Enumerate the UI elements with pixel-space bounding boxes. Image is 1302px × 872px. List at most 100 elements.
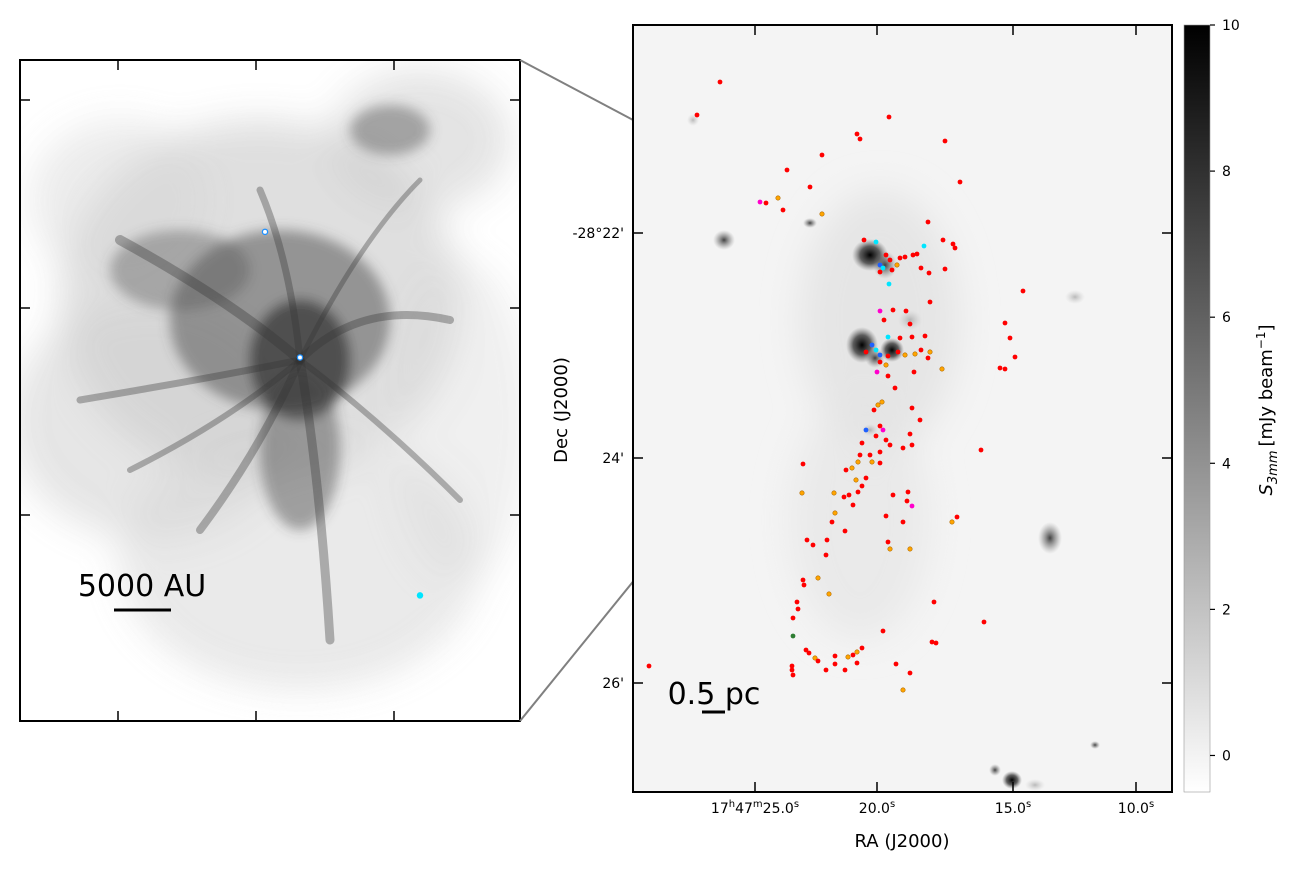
source-marker-red — [905, 489, 911, 495]
inset-panel: 5000 AU — [19, 59, 521, 722]
source-marker-red — [907, 321, 913, 327]
source-marker-red — [790, 615, 796, 621]
source-marker-red — [859, 645, 865, 651]
source-marker-orange — [907, 546, 913, 552]
source-marker-red — [1012, 354, 1018, 360]
source-marker-red — [854, 131, 860, 137]
inset-sources — [261, 228, 424, 599]
source-marker-red — [877, 423, 883, 429]
main-map-panel: 17h47m25.0s 20.0s 15.0s 10.0s -28°22' 24… — [551, 24, 1173, 852]
source-marker-orange — [887, 546, 893, 552]
x-tick-label-3: 10.0s — [1118, 799, 1154, 817]
colorbar-tick-label: 4 — [1222, 456, 1231, 472]
source-marker-orange — [819, 211, 825, 217]
source-marker-red — [694, 112, 700, 118]
source-marker-red — [832, 653, 838, 659]
source-marker-red — [877, 460, 883, 466]
source-marker-red — [854, 660, 860, 666]
source-marker-cyan — [921, 243, 927, 249]
source-marker-orange — [900, 687, 906, 693]
source-marker-red — [843, 467, 849, 473]
source-marker-red — [885, 353, 891, 359]
source-marker-red — [895, 349, 901, 355]
source-marker-orange — [879, 399, 885, 405]
source-marker-red — [929, 639, 935, 645]
source-marker-orange — [855, 459, 861, 465]
source-marker-red — [889, 267, 895, 273]
source-marker-red — [909, 405, 915, 411]
source-marker-orange — [875, 402, 881, 408]
source-marker-red — [1007, 335, 1013, 341]
y-tick-label-2: 26' — [602, 676, 624, 692]
source-marker-orange — [853, 477, 859, 483]
source-marker-red — [981, 619, 987, 625]
source-marker-red — [867, 452, 873, 458]
source-marker-red — [897, 255, 903, 261]
source-marker-red — [794, 599, 800, 605]
inset-scalebar-label: 5000 AU — [78, 569, 206, 604]
source-marker-red — [883, 437, 889, 443]
colorbar-tick-label: 10 — [1222, 18, 1240, 34]
colorbar-ticks: 10 8 6 4 2 0 — [1210, 18, 1240, 764]
source-marker-blue — [869, 342, 875, 348]
source-marker-red — [806, 650, 812, 656]
source-marker-red — [850, 652, 856, 658]
source-marker-red — [885, 539, 891, 545]
source-marker-magenta — [880, 427, 886, 433]
y-tick-label-1: 24' — [602, 451, 624, 467]
source-marker-red — [883, 252, 889, 258]
source-marker-red — [815, 658, 821, 664]
source-marker-red — [904, 498, 910, 504]
source-marker-red — [871, 407, 877, 413]
source-marker-red — [897, 335, 903, 341]
source-marker-red — [918, 265, 924, 271]
source-marker-red — [942, 138, 948, 144]
source-marker-cyan — [880, 265, 886, 271]
inset-source-marker — [261, 228, 269, 236]
source-marker-orange — [902, 352, 908, 358]
source-marker-red — [877, 359, 883, 365]
source-marker-red — [892, 385, 898, 391]
source-marker-orange — [775, 195, 781, 201]
source-marker-red — [918, 347, 924, 353]
source-marker-cyan — [873, 347, 879, 353]
source-marker-red — [789, 663, 795, 669]
source-marker-red — [800, 577, 806, 583]
source-marker-orange — [949, 519, 955, 525]
source-marker-red — [940, 237, 946, 243]
source-marker-red — [902, 254, 908, 260]
source-marker-red — [933, 640, 939, 646]
colorbar-tick-label: 2 — [1222, 602, 1231, 618]
emission-blob-west — [713, 230, 735, 250]
source-marker-red — [861, 237, 867, 243]
colorbar-tick-label: 8 — [1222, 164, 1231, 180]
source-marker-red — [890, 492, 896, 498]
source-marker-red — [790, 672, 796, 678]
source-marker-red — [859, 483, 865, 489]
source-marker-cyan — [886, 281, 892, 287]
main-map-sources — [646, 79, 1026, 693]
source-marker-red — [886, 114, 892, 120]
source-marker-cyan — [873, 239, 879, 245]
source-marker-red — [954, 514, 960, 520]
x-tick-label-1: 20.0s — [859, 799, 895, 817]
source-marker-red — [881, 317, 887, 323]
y-axis-title: Dec (J2000) — [551, 357, 572, 463]
source-marker-red — [784, 167, 790, 173]
source-marker-red — [900, 445, 906, 451]
source-marker-red — [780, 207, 786, 213]
source-marker-orange — [939, 366, 945, 372]
source-marker-orange — [849, 465, 855, 471]
source-marker-red — [890, 307, 896, 313]
source-marker-red — [850, 502, 856, 508]
source-marker-orange — [845, 654, 851, 660]
source-marker-red — [903, 308, 909, 314]
inset-source-marker — [296, 354, 304, 361]
source-marker-red — [873, 433, 879, 439]
source-marker-red — [846, 492, 852, 498]
x-tick-label-2: 15.0s — [995, 799, 1031, 817]
source-marker-red — [789, 667, 795, 673]
source-marker-red — [926, 270, 932, 276]
source-marker-magenta — [874, 369, 880, 375]
source-marker-red — [863, 349, 869, 355]
